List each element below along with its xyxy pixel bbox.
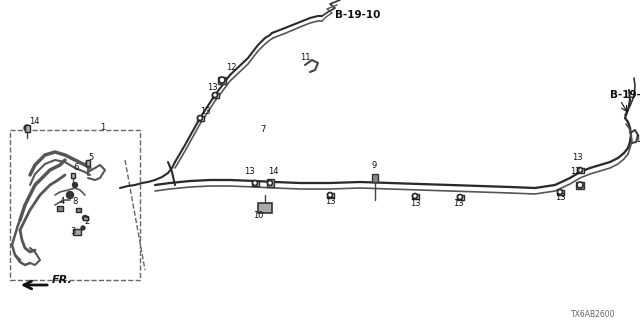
Text: 9: 9 <box>372 161 377 170</box>
Text: B-19-10: B-19-10 <box>610 90 640 100</box>
Circle shape <box>198 116 202 121</box>
Bar <box>258 203 272 213</box>
Circle shape <box>268 180 273 186</box>
Bar <box>86 160 90 166</box>
Bar <box>57 205 63 211</box>
Text: B-19-10: B-19-10 <box>335 10 380 20</box>
Bar <box>76 208 81 212</box>
Bar <box>412 194 419 198</box>
Bar <box>576 181 584 188</box>
Circle shape <box>328 193 333 197</box>
Circle shape <box>81 226 85 230</box>
Bar <box>83 216 88 220</box>
Text: 2: 2 <box>84 218 89 227</box>
Bar <box>577 167 584 172</box>
Text: 3: 3 <box>70 228 76 236</box>
Bar <box>71 172 75 178</box>
Text: 5: 5 <box>88 153 93 162</box>
Bar <box>326 193 333 197</box>
Bar <box>10 130 140 280</box>
Text: 11: 11 <box>635 135 640 145</box>
Bar <box>73 229 81 235</box>
Bar <box>372 174 378 182</box>
Text: 14: 14 <box>268 167 278 177</box>
Text: TX6AB2600: TX6AB2600 <box>570 310 615 319</box>
Circle shape <box>83 215 88 220</box>
Text: FR.: FR. <box>52 275 73 285</box>
Text: 13: 13 <box>452 199 463 209</box>
Text: 12: 12 <box>226 63 237 73</box>
Text: 12: 12 <box>570 167 580 177</box>
Circle shape <box>72 182 77 188</box>
Text: 10: 10 <box>253 211 263 220</box>
Text: 6: 6 <box>73 164 78 172</box>
Bar <box>456 195 463 199</box>
Circle shape <box>253 180 257 186</box>
Circle shape <box>219 77 225 83</box>
Bar <box>266 179 273 187</box>
Text: 11: 11 <box>300 53 310 62</box>
Circle shape <box>24 125 30 131</box>
Text: 13: 13 <box>572 154 582 163</box>
Circle shape <box>458 195 463 199</box>
Text: 7: 7 <box>260 125 266 134</box>
Text: 13: 13 <box>410 198 420 207</box>
Circle shape <box>67 191 74 198</box>
Circle shape <box>577 167 582 172</box>
Bar <box>211 92 218 98</box>
Bar <box>24 124 29 132</box>
Text: 1: 1 <box>100 124 105 132</box>
Circle shape <box>557 189 563 195</box>
Circle shape <box>86 161 90 165</box>
Text: 13: 13 <box>244 167 255 177</box>
Bar <box>196 116 204 121</box>
Circle shape <box>212 92 218 98</box>
Text: 13: 13 <box>200 108 211 116</box>
Circle shape <box>413 194 417 198</box>
Text: 13: 13 <box>324 197 335 206</box>
Circle shape <box>577 182 583 188</box>
Text: 13: 13 <box>555 194 566 203</box>
Bar <box>252 180 259 186</box>
Text: 8: 8 <box>72 197 77 206</box>
Text: 4: 4 <box>60 197 65 206</box>
Text: 14: 14 <box>29 117 40 126</box>
Bar <box>557 189 563 195</box>
Text: 13: 13 <box>207 84 218 92</box>
Bar <box>218 76 226 84</box>
